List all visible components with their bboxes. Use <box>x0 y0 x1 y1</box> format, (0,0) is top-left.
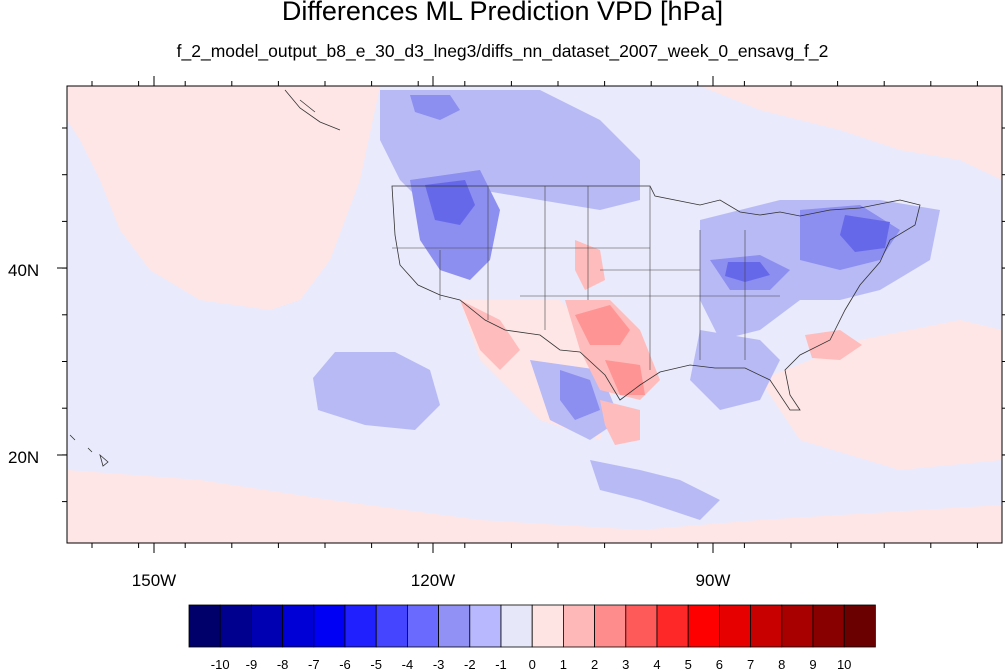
map-title: Differences ML Prediction VPD [hPa] <box>281 0 724 26</box>
colorbar-swatch <box>282 604 315 648</box>
colorbar-label: 4 <box>653 657 660 672</box>
state-borders <box>392 186 780 370</box>
map-subtitle: f_2_model_output_b8_e_30_d3_lneg3/diffs_… <box>176 41 829 61</box>
conus-outline <box>391 185 921 411</box>
colorbar-swatch <box>656 604 689 648</box>
axis-ticks <box>57 76 1005 553</box>
colorbar-swatch <box>843 604 876 648</box>
colorbar-swatch <box>219 604 252 648</box>
colorbar-label: 6 <box>716 657 723 672</box>
colorbar-label: -3 <box>433 657 445 672</box>
colorbar-swatch <box>531 604 564 648</box>
colorbar-swatch <box>438 604 471 648</box>
colorbar-label: 8 <box>778 657 785 672</box>
colorbar: -10 -9 -8 -7 -6 -5 -4 -3 -2 -1 0 1 2 3 4 5 6 7 8 9 10 <box>188 604 876 672</box>
lat-label-20n: 20N <box>8 448 39 467</box>
medium-red-regions <box>575 305 645 395</box>
hawaii-islands <box>69 434 109 467</box>
colorbar-label: -6 <box>339 657 351 672</box>
colorbar-swatch <box>812 604 845 648</box>
colorbar-swatch <box>719 604 752 648</box>
colorbar-label: 5 <box>685 657 692 672</box>
colorbar-swatch <box>469 604 502 648</box>
colorbar-swatch <box>375 604 408 648</box>
colorbar-label: -4 <box>402 657 414 672</box>
lon-label-150w: 150W <box>132 571 176 590</box>
colorbar-label: -7 <box>308 657 320 672</box>
colorbar-swatch <box>313 604 346 648</box>
colorbar-swatch <box>250 604 283 648</box>
colorbar-label: 3 <box>622 657 629 672</box>
colorbar-label: -9 <box>246 657 258 672</box>
bc-coast <box>284 89 341 131</box>
colorbar-label: 9 <box>809 657 816 672</box>
map-panel <box>66 85 1003 544</box>
colorbar-label: -10 <box>211 657 230 672</box>
colorbar-label: 2 <box>591 657 598 672</box>
colorbar-label: 10 <box>837 657 851 672</box>
colorbar-swatch <box>188 604 221 648</box>
colorbar-swatch <box>500 604 533 648</box>
lat-label-40n: 40N <box>8 261 39 280</box>
colorbar-label: -1 <box>495 657 507 672</box>
colorbar-swatch <box>344 604 377 648</box>
colorbar-swatch <box>594 604 627 648</box>
colorbar-label: -2 <box>464 657 476 672</box>
colorbar-swatch <box>781 604 814 648</box>
colorbar-swatch <box>625 604 658 648</box>
colorbar-label: 1 <box>560 657 567 672</box>
colorbar-label: -5 <box>370 657 382 672</box>
colorbar-label: -8 <box>277 657 289 672</box>
colorbar-label: 7 <box>747 657 754 672</box>
colorbar-swatch <box>687 604 720 648</box>
lon-label-120w: 120W <box>411 571 455 590</box>
colorbar-label: 0 <box>529 657 536 672</box>
lon-label-90w: 90W <box>696 571 731 590</box>
colorbar-swatch <box>750 604 783 648</box>
colorbar-swatch <box>406 604 439 648</box>
colorbar-swatch <box>563 604 596 648</box>
dark-blue-regions <box>425 180 890 282</box>
